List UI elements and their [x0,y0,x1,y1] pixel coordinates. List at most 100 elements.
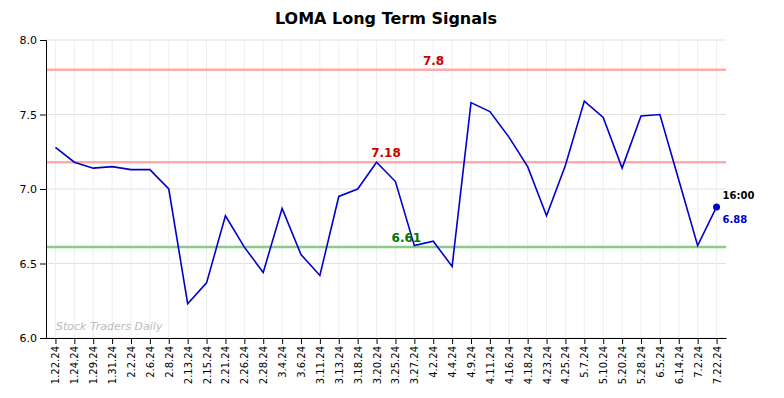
x-tick: 2.21.24 [220,338,231,384]
x-tick-label: 3.18.24 [353,346,364,384]
x-tick: 2.28.24 [258,338,269,384]
grid-line [319,40,320,338]
grid [46,40,726,338]
y-tick: 8.0 [20,34,47,47]
x-tick-label: 2.15.24 [202,346,213,384]
x-tick: 1.24.24 [69,338,80,384]
grid-line [678,40,679,338]
x-tick-mark [433,338,434,344]
x-tick: 2.26.24 [239,338,250,384]
x-tick-mark [244,338,245,344]
x-tick: 4.2.24 [428,338,439,378]
x-tick: 4.16.24 [504,338,515,384]
grid-line [282,40,283,338]
x-tick: 5.28.24 [636,338,647,384]
grid-line [46,263,726,264]
grid-line [452,40,453,338]
x-tick-mark [377,338,378,344]
x-tick-label: 4.11.24 [485,346,496,384]
x-tick: 5.20.24 [617,338,628,384]
x-tick-mark [169,338,170,344]
x-tick: 5.7.24 [579,338,590,378]
x-tick: 2.6.24 [145,338,156,378]
x-tick-mark [660,338,661,344]
grid-line [244,40,245,338]
x-axis: 1.22.24 1.24.24 1.29.24 1.31.24 2.2.24 2.6.24… [47,338,727,384]
grid-line [187,40,188,338]
y-tick-mark [40,189,46,190]
x-axis-line [47,338,727,339]
x-tick-label: 2.26.24 [239,346,250,384]
x-tick: 7.2.24 [693,338,704,378]
grid-line [131,40,132,338]
grid-line [697,40,698,338]
x-tick-mark [717,338,718,344]
x-tick-label: 5.20.24 [617,346,628,384]
grid-line [659,40,660,338]
reference-label: 6.61 [392,231,422,245]
y-tick-mark [40,115,46,116]
grid-line [206,40,207,338]
grid-line [46,114,726,115]
grid-line [149,40,150,338]
x-tick-mark [679,338,680,344]
grid-line [565,40,566,338]
x-tick: 4.11.24 [485,338,496,384]
x-tick-label: 7.2.24 [693,346,704,378]
grid-line [46,40,726,41]
x-tick-label: 2.8.24 [164,346,175,378]
reference-line [46,69,726,72]
annotations: 7.87.186.6116:006.88Stock Traders Daily [56,54,754,333]
x-tick: 1.29.24 [88,338,99,384]
grid-line [74,40,75,338]
grid-line [584,40,585,338]
x-tick-mark [131,338,132,344]
x-tick-label: 3.25.24 [390,346,401,384]
y-tick-mark [40,338,46,339]
grid-line [225,40,226,338]
x-tick-label: 3.13.24 [334,346,345,384]
x-tick-mark [452,338,453,344]
x-tick: 1.31.24 [107,338,118,384]
x-tick: 5.10.24 [598,338,609,384]
x-tick-mark [112,338,113,344]
x-tick-mark [55,338,56,344]
x-tick-mark [188,338,189,344]
x-tick-label: 4.4.24 [447,346,458,378]
x-tick: 6.5.24 [655,338,666,378]
x-tick: 3.4.24 [277,338,288,378]
plot: 1.22.24 1.24.24 1.29.24 1.31.24 2.2.24 2.6.24… [20,34,755,384]
x-tick: 2.2.24 [126,338,137,378]
x-tick-mark [395,338,396,344]
grid-line [641,40,642,338]
x-tick-mark [358,338,359,344]
x-tick-label: 1.22.24 [50,346,61,384]
x-tick-mark [490,338,491,344]
x-tick-mark [509,338,510,344]
end-time-label: 16:00 [723,190,755,201]
y-tick: 6.5 [20,258,47,271]
grid-line [46,338,726,339]
end-value-label: 6.88 [723,214,748,225]
grid-line [376,40,377,338]
x-tick-label: 2.13.24 [183,346,194,384]
x-tick: 3.13.24 [334,338,345,384]
x-tick-label: 5.10.24 [598,346,609,384]
x-tick: 4.9.24 [466,338,477,378]
y-tick-label: 6.0 [20,332,38,345]
grid-line [527,40,528,338]
grid-line [622,40,623,338]
grid-line [55,40,56,338]
x-tick-mark [471,338,472,344]
title: LOMA Long Term Signals [275,9,497,28]
grid-line [433,40,434,338]
grid-line [46,189,726,190]
x-tick-label: 4.18.24 [523,346,534,384]
x-tick: 4.25.24 [560,338,571,384]
x-tick: 2.8.24 [164,338,175,378]
x-tick: 3.18.24 [353,338,364,384]
line [55,101,716,304]
y-tick-label: 7.0 [20,183,38,196]
x-tick: 1.22.24 [50,338,61,384]
y-tick-label: 7.5 [20,109,38,122]
